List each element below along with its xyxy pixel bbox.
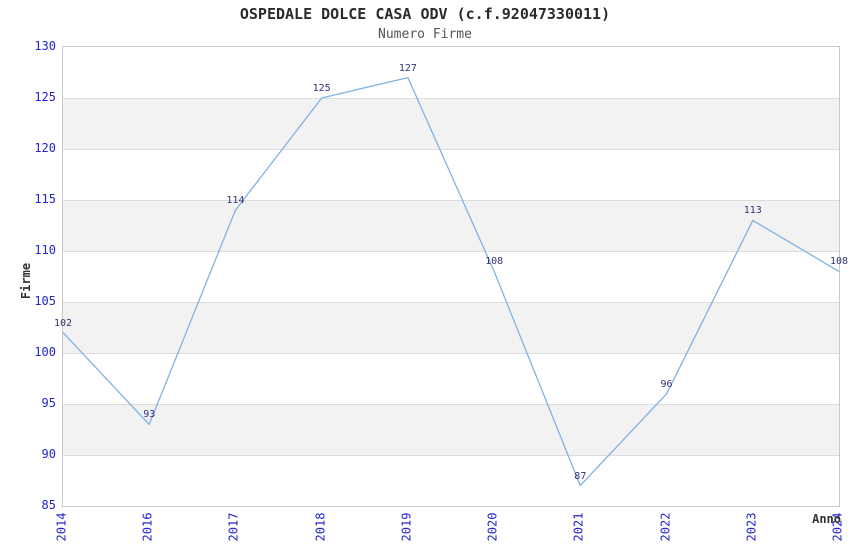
data-point-label: 108 [485,256,504,268]
gridline [63,353,839,354]
data-point-label: 93 [143,409,156,421]
x-tick-label: 2017 [226,512,241,542]
data-point-label: 127 [398,62,417,74]
gridline [63,455,839,456]
gridline [63,98,839,99]
gridline [63,302,839,303]
x-tick-label: 2016 [140,512,155,542]
data-point-label: 87 [574,470,587,482]
data-point-label: 96 [660,378,673,390]
y-tick-label: 95 [41,396,56,410]
y-tick-label: 120 [34,141,56,155]
y-tick-label: 85 [41,498,56,512]
data-point-label: 125 [312,83,331,94]
x-tick-label: 2021 [571,512,586,542]
series-line-svg [62,76,840,487]
plot-area: 102 93 114 125 127 108 87 96 113 108 [54,46,848,507]
y-tick-label: 125 [34,90,56,104]
grid-band [63,98,839,149]
data-point-label: 113 [743,205,762,217]
y-tick-label: 90 [41,447,56,461]
gridline [63,251,839,252]
x-tick-label: 2014 [54,512,69,542]
gridline [63,149,839,150]
data-point-label: 114 [226,195,245,207]
grid-band [63,200,839,251]
x-axis-title: Anno [812,512,841,526]
y-tick-label: 115 [34,192,56,206]
grid-band [63,404,839,455]
gridline [63,200,839,201]
gridline [63,404,839,405]
series-line [62,76,840,487]
chart-subtitle: Numero Firme [378,27,472,42]
x-tick-label: 2022 [658,512,673,542]
data-point-label: 102 [53,317,73,329]
chart-title: OSPEDALE DOLCE CASA ODV (c.f.92047330011… [239,5,611,23]
x-tick-label: 2023 [744,512,759,542]
x-tick-label: 2019 [399,512,414,542]
y-tick-label: 110 [34,243,56,257]
y-tick-label: 100 [34,345,56,359]
y-tick-label: 105 [34,294,56,308]
y-tick-label: 130 [34,39,56,53]
x-tick-label: 2020 [485,512,500,542]
grid-band [63,302,839,353]
data-point-label: 108 [829,256,849,268]
x-tick-label: 2018 [313,512,328,542]
